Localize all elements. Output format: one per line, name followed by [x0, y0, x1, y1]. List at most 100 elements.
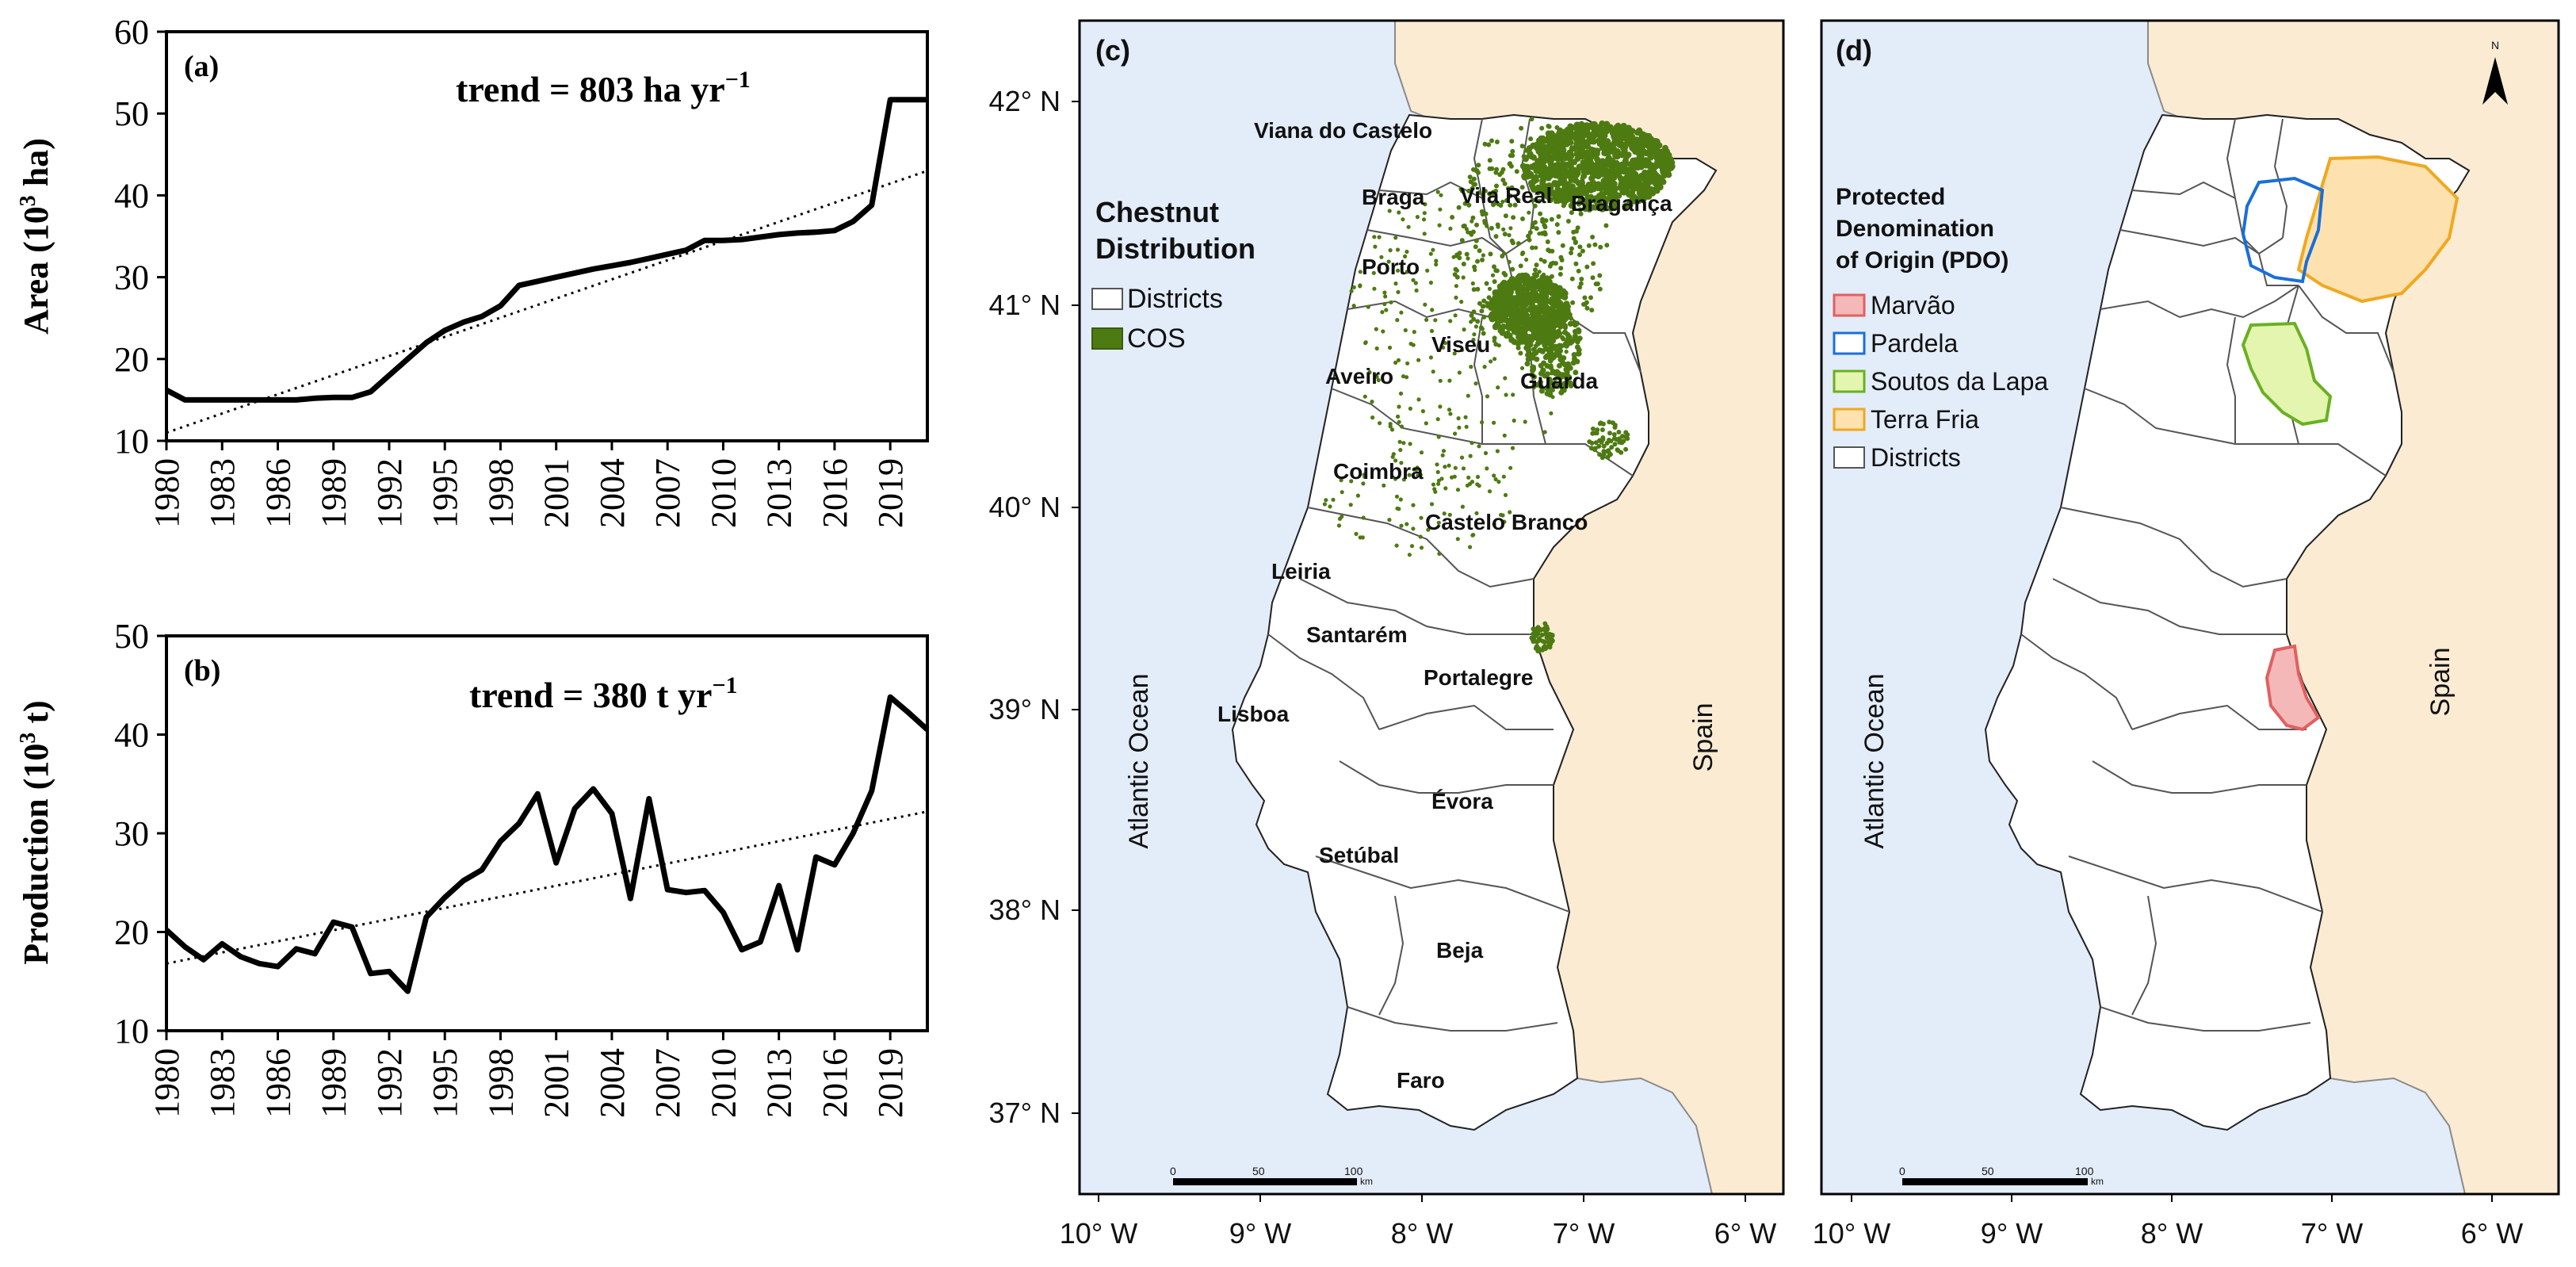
cos-point [1475, 474, 1481, 480]
cos-point [1582, 295, 1588, 300]
x-tick-label: 2010 [704, 458, 743, 528]
cos-point [1382, 483, 1386, 488]
cos-point [1496, 343, 1501, 348]
cos-point [1604, 243, 1610, 248]
cos-point [1578, 211, 1584, 216]
axes: 10 20 30 40 50 60 1980 1983 1986 1989 1992 1995 1998… [114, 13, 910, 528]
cos-point [1462, 327, 1466, 332]
cos-point [1530, 197, 1535, 203]
cos-point [1475, 286, 1481, 292]
cos-point [1526, 334, 1532, 340]
cos-point [1524, 257, 1529, 262]
cos-point [1507, 161, 1512, 167]
cos-point [1537, 287, 1542, 292]
cos-point [1443, 486, 1448, 491]
cos-point [1615, 171, 1622, 178]
cos-point [1396, 289, 1401, 294]
cos-point [1523, 419, 1527, 424]
cos-point [1416, 358, 1421, 362]
cos-point [1377, 266, 1382, 270]
cos-point [1572, 322, 1578, 328]
cos-point [1542, 346, 1548, 351]
cos-point [1377, 235, 1382, 239]
cos-point [1437, 551, 1442, 557]
map-chestnut-distribution: Viana do Castelo Braga Vila Real Braganç… [989, 19, 1785, 1250]
cos-point [1660, 169, 1667, 175]
cos-point [1554, 124, 1560, 130]
cos-point [1485, 300, 1489, 305]
cos-point [1607, 160, 1615, 167]
cos-point [1564, 349, 1569, 354]
cos-point [1537, 339, 1542, 343]
cos-point [1529, 117, 1535, 122]
cos-point [1602, 185, 1609, 192]
scale-bar: 0 50 100 km [1170, 1165, 1373, 1187]
cos-point [1363, 394, 1367, 399]
y-tick-label: 40 [114, 716, 149, 755]
cos-point [1476, 163, 1481, 168]
cos-point [1577, 148, 1583, 155]
y-axis-label: Area (103 ha) [16, 138, 55, 335]
x-tick-label: 1992 [370, 458, 409, 528]
cos-point [1623, 125, 1630, 132]
legend-title: Denomination [1836, 216, 1994, 242]
cos-point [1477, 300, 1482, 306]
cos-point [1514, 324, 1521, 331]
cos-point [1546, 305, 1550, 310]
cos-point [1397, 507, 1401, 511]
cos-point [1612, 442, 1618, 447]
cos-point [1559, 168, 1565, 174]
latitude-label: 38° N [989, 894, 1061, 926]
cos-point [1472, 332, 1477, 337]
cos-point [1575, 141, 1580, 147]
x-tick-label: 2004 [593, 1048, 632, 1118]
label-viseu: Viseu [1431, 332, 1490, 357]
trend-line [166, 169, 928, 434]
cos-point [1489, 297, 1496, 304]
longitude-label: 7° W [1553, 1217, 1615, 1250]
cos-point [1565, 193, 1572, 200]
cos-point [1524, 173, 1531, 180]
cos-point [1592, 151, 1599, 158]
cos-point [1532, 350, 1538, 355]
cos-point [1549, 363, 1554, 368]
cos-point [1502, 286, 1507, 291]
cos-point [1542, 223, 1547, 228]
cos-point [1486, 142, 1492, 147]
cos-point [1557, 348, 1563, 354]
cos-point [1607, 419, 1612, 425]
cos-point [1399, 424, 1405, 429]
cos-point [1363, 341, 1368, 346]
cos-point [1550, 154, 1555, 159]
cos-point [1435, 462, 1439, 467]
cos-point [1661, 159, 1668, 167]
cos-point [1487, 166, 1492, 171]
cos-point [1370, 400, 1374, 404]
cos-point [1547, 263, 1553, 269]
cos-point [1541, 328, 1546, 334]
cos-point [1531, 385, 1536, 390]
cos-point [1451, 255, 1456, 259]
trend-annotation: trend = 380 t yr−1 [469, 672, 738, 715]
cos-point [1552, 309, 1557, 315]
cos-point [1602, 143, 1609, 150]
cos-point [1553, 168, 1558, 174]
cos-point [1542, 153, 1548, 159]
cos-point [1525, 325, 1531, 331]
label-faro: Faro [1397, 1068, 1445, 1093]
cos-point [1459, 238, 1465, 243]
cos-point [1578, 281, 1584, 286]
cos-point [1466, 188, 1472, 193]
cos-point [1599, 439, 1604, 445]
x-tick-label: 2010 [704, 1048, 743, 1118]
chart-area: (a) trend = 803 ha yr−1 Area (103 ha) 10… [16, 13, 929, 528]
cos-point [1438, 404, 1443, 409]
cos-point [1590, 275, 1596, 281]
cos-point [1538, 155, 1543, 161]
cos-point [1322, 502, 1327, 507]
cos-point [1574, 344, 1580, 350]
cos-point [1590, 235, 1596, 239]
cos-point [1454, 295, 1458, 300]
cos-point [1569, 251, 1573, 255]
cos-point [1372, 235, 1377, 239]
